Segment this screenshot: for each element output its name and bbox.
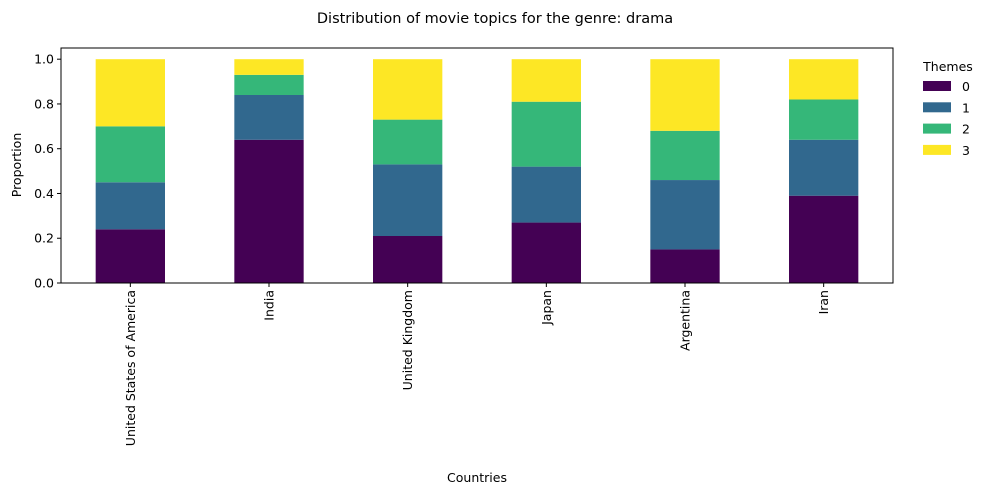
x-tick-label: United States of America bbox=[123, 290, 138, 446]
legend-entry-label: 0 bbox=[962, 79, 970, 94]
x-tick-label: Iran bbox=[816, 290, 831, 314]
bar-segment bbox=[234, 95, 304, 140]
bar-segment bbox=[234, 59, 304, 75]
legend-swatch bbox=[923, 144, 951, 155]
bar-segment bbox=[95, 126, 165, 183]
y-tick-label: 0.4 bbox=[34, 186, 54, 201]
bar-segment bbox=[511, 166, 581, 223]
legend-entry-label: 1 bbox=[962, 100, 970, 115]
legend-swatch bbox=[923, 123, 951, 134]
bar-segment bbox=[789, 195, 859, 283]
plot-frame bbox=[60, 47, 894, 284]
bar-segment bbox=[373, 119, 443, 165]
bar-segment bbox=[511, 222, 581, 283]
bar-segment bbox=[95, 59, 165, 127]
chart-title: Distribution of movie topics for the gen… bbox=[317, 11, 673, 27]
legend: Themes 0 1 2 3 bbox=[922, 59, 973, 158]
y-axis-label: Proportion bbox=[9, 133, 24, 198]
x-tick-label: India bbox=[262, 290, 277, 321]
bar-segment bbox=[373, 59, 443, 120]
x-tick-label: Argentina bbox=[678, 290, 693, 351]
bar-segment bbox=[511, 101, 581, 167]
legend-entry-label: 2 bbox=[962, 122, 970, 137]
legend-swatch bbox=[923, 102, 951, 113]
bar-segment bbox=[650, 180, 720, 250]
y-tick-label: 0.2 bbox=[34, 231, 54, 246]
legend-swatch bbox=[923, 81, 951, 91]
bar-segment bbox=[95, 182, 165, 230]
x-tick-label: United Kingdom bbox=[400, 290, 415, 390]
bar-segment bbox=[789, 99, 859, 140]
y-tick-label: 0.8 bbox=[34, 96, 54, 111]
bar-segment bbox=[373, 236, 443, 283]
bar-segment bbox=[234, 74, 304, 95]
bar-segment bbox=[95, 229, 165, 283]
bars-layer bbox=[95, 59, 859, 283]
y-tick-label: 0.0 bbox=[34, 276, 54, 291]
bar-segment bbox=[511, 59, 581, 102]
y-tick-label: 0.6 bbox=[34, 141, 54, 156]
legend-title: Themes bbox=[922, 59, 973, 74]
bar-segment bbox=[373, 164, 443, 236]
bar-segment bbox=[789, 139, 859, 196]
bar-segment bbox=[650, 59, 720, 131]
x-axis-label: Countries bbox=[447, 470, 507, 485]
y-axis: 0.0 0.2 0.4 0.6 0.8 1.0 bbox=[34, 52, 61, 291]
y-tick-label: 1.0 bbox=[34, 52, 54, 67]
bar-segment bbox=[789, 59, 859, 100]
x-tick-label: Japan bbox=[539, 290, 554, 326]
bar-segment bbox=[650, 130, 720, 181]
legend-entry-label: 3 bbox=[962, 143, 970, 158]
bar-segment bbox=[650, 249, 720, 283]
x-axis: United States of America India United King… bbox=[123, 283, 831, 446]
bar-segment bbox=[234, 139, 304, 283]
